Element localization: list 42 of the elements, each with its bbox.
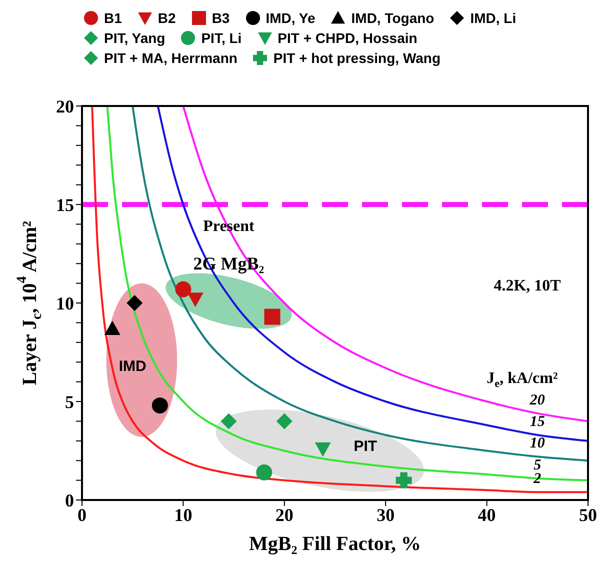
y-tick-label: 5: [65, 392, 74, 412]
series-label: 10: [530, 436, 546, 452]
legend-label: PIT + MA, Herrmann: [104, 50, 238, 66]
legend-label: B2: [158, 10, 176, 26]
series-label: 15: [530, 414, 546, 430]
point: [152, 397, 168, 414]
legend-label: PIT + CHPD, Hossain: [278, 30, 418, 46]
legend-label: IMD, Li: [470, 10, 516, 26]
y-tick-label: 0: [65, 490, 74, 510]
point: [220, 413, 237, 430]
point: [314, 442, 331, 457]
annotation: 4.2K, 10T: [494, 276, 562, 294]
annotation: PIT: [354, 437, 378, 454]
legend-label: IMD, Togano: [351, 10, 434, 26]
legend-label: IMD, Ye: [266, 10, 316, 26]
legend-label: PIT, Yang: [104, 30, 166, 46]
point: [276, 413, 292, 430]
legend-label: B1: [104, 10, 122, 26]
series-label: 20: [528, 392, 546, 408]
x-tick-label: 40: [478, 504, 496, 525]
x-tick-label: 20: [275, 504, 294, 525]
y-tick-label: 15: [56, 194, 74, 215]
point: [396, 472, 412, 488]
point: [126, 295, 143, 311]
x-tick-label: 0: [78, 504, 86, 525]
x-tick-label: 30: [376, 504, 395, 525]
x-tick-label: 10: [174, 504, 192, 525]
point: [264, 308, 280, 325]
annotation: J$_{e}$, kA/cm²: [486, 369, 558, 390]
x-axis-title: MgB₂ Fill Factor, %: [249, 533, 421, 555]
point: [256, 464, 272, 480]
y-tick-label: 20: [56, 96, 74, 116]
point: [187, 292, 204, 308]
legend-label: PIT, Li: [201, 30, 242, 46]
point: [175, 281, 192, 298]
x-tick-label: 50: [579, 504, 597, 525]
y-tick-label: 10: [56, 293, 74, 314]
legend-label: B3: [212, 10, 230, 26]
legend-label: PIT + hot pressing, Wang: [273, 50, 441, 66]
annotation: IMD: [118, 358, 147, 375]
point: [104, 320, 120, 336]
series-label: 5: [534, 457, 542, 474]
